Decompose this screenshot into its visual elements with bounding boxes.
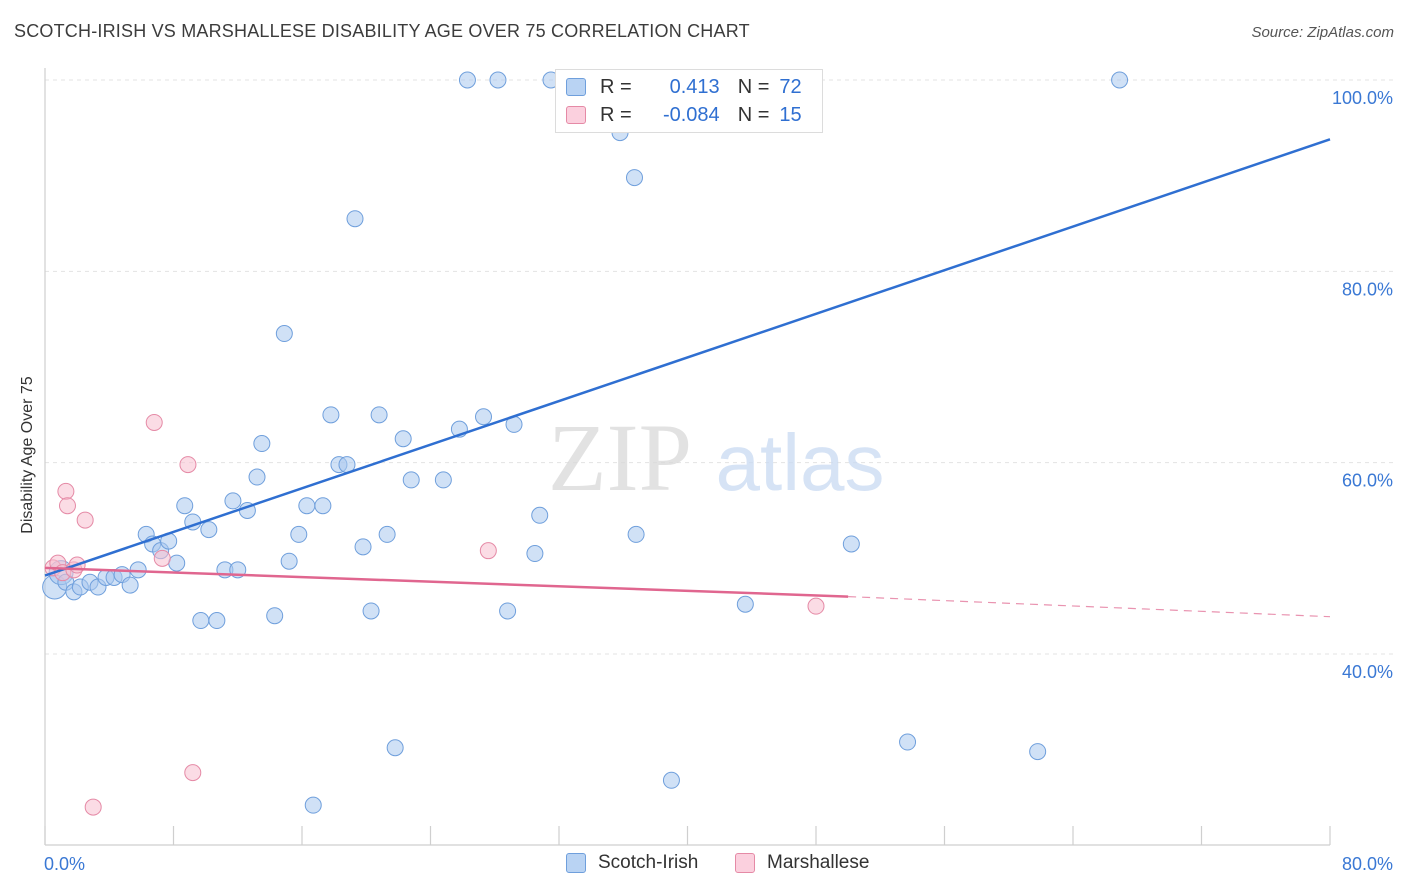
data-point xyxy=(290,525,308,543)
data-point xyxy=(208,612,226,630)
data-point xyxy=(84,798,102,816)
chart-title: SCOTCH-IRISH VS MARSHALLESE DISABILITY A… xyxy=(14,21,750,41)
legend-swatch-scotch-irish xyxy=(566,853,586,873)
data-point xyxy=(224,492,242,510)
data-point xyxy=(275,325,293,343)
data-point xyxy=(526,545,544,563)
tick-labels: 40.0% 60.0% 80.0% 100.0% 0.0% 80.0% xyxy=(44,88,1393,874)
legend-label-marshallese: Marshallese xyxy=(767,852,870,873)
data-point xyxy=(627,525,645,543)
data-point xyxy=(280,552,298,570)
data-point xyxy=(842,535,860,553)
data-point xyxy=(248,468,266,486)
legend-r-label: R = xyxy=(600,103,632,126)
data-point xyxy=(479,542,497,560)
data-point xyxy=(176,497,194,515)
data-point xyxy=(266,607,284,625)
data-point xyxy=(370,406,388,424)
legend-n-label: N = xyxy=(737,75,770,98)
data-point xyxy=(153,549,171,567)
data-point xyxy=(179,456,197,474)
data-point xyxy=(121,576,139,594)
data-point xyxy=(76,511,94,529)
data-point xyxy=(58,497,76,515)
watermark-atlas: atlas xyxy=(716,418,885,507)
correlation-legend: R = 0.413 N = 72 R = -0.084 N = 15 xyxy=(555,69,823,133)
series-marshallese xyxy=(44,413,825,816)
data-point xyxy=(322,406,340,424)
trend-line xyxy=(848,596,1331,618)
data-point xyxy=(362,602,380,620)
legend-r-value: 0.413 xyxy=(669,75,720,98)
legend-r-label: R = xyxy=(600,75,632,98)
legend-label-scotch-irish: Scotch-Irish xyxy=(598,852,699,873)
legend-r-value: -0.084 xyxy=(662,103,720,126)
data-point xyxy=(736,595,754,613)
data-point xyxy=(386,739,404,757)
data-point xyxy=(168,554,186,572)
gridlines xyxy=(45,79,1395,655)
x-tick-label: 0.0% xyxy=(44,854,85,874)
data-point xyxy=(298,497,316,515)
legend-swatch-blue xyxy=(566,78,586,96)
data-point xyxy=(489,71,507,89)
data-point xyxy=(434,471,452,489)
legend-item-scotch-irish: Scotch-Irish xyxy=(566,852,698,874)
series-legend: Scotch-Irish Marshallese xyxy=(0,852,1406,878)
watermark-zip: ZIP xyxy=(548,404,692,511)
data-point xyxy=(200,521,218,539)
data-point xyxy=(1111,71,1129,89)
source-label: Source: ZipAtlas.com xyxy=(1251,24,1394,41)
y-tick-label: 100.0% xyxy=(1332,88,1393,108)
legend-swatch-marshallese xyxy=(735,853,755,873)
y-tick-label: 60.0% xyxy=(1342,471,1393,491)
legend-n-value: 15 xyxy=(779,103,802,126)
legend-n-value: 72 xyxy=(779,75,802,98)
legend-row-scotch-irish: R = 0.413 N = 72 xyxy=(566,73,802,101)
trend-line xyxy=(44,138,1331,577)
legend-item-marshallese: Marshallese xyxy=(735,852,869,874)
data-point xyxy=(531,506,549,524)
data-point xyxy=(625,169,643,187)
y-tick-label: 80.0% xyxy=(1342,279,1393,299)
data-point xyxy=(314,497,332,515)
data-point xyxy=(499,602,517,620)
legend-row-marshallese: R = -0.084 N = 15 xyxy=(566,101,802,129)
data-point xyxy=(346,210,364,228)
x-tick-label: 80.0% xyxy=(1342,854,1393,874)
legend-swatch-pink xyxy=(566,106,586,124)
data-point xyxy=(184,764,202,782)
data-point xyxy=(402,471,420,489)
data-point xyxy=(57,482,75,500)
axes xyxy=(44,68,1331,846)
y-tick-label: 40.0% xyxy=(1342,662,1393,682)
data-point xyxy=(304,796,322,814)
data-point xyxy=(1029,743,1047,761)
legend-n-label: N = xyxy=(737,103,770,126)
data-point xyxy=(378,525,396,543)
data-point xyxy=(458,71,476,89)
data-point xyxy=(394,430,412,448)
trend-line xyxy=(44,566,849,598)
data-point xyxy=(192,612,210,630)
watermark: ZIP atlas xyxy=(548,404,884,511)
data-point xyxy=(354,538,372,556)
data-point xyxy=(253,435,271,453)
trend-lines xyxy=(44,138,1331,618)
data-point xyxy=(899,733,917,751)
data-point xyxy=(662,771,680,789)
data-point xyxy=(807,597,825,615)
data-point xyxy=(145,413,163,431)
data-point xyxy=(475,408,493,426)
